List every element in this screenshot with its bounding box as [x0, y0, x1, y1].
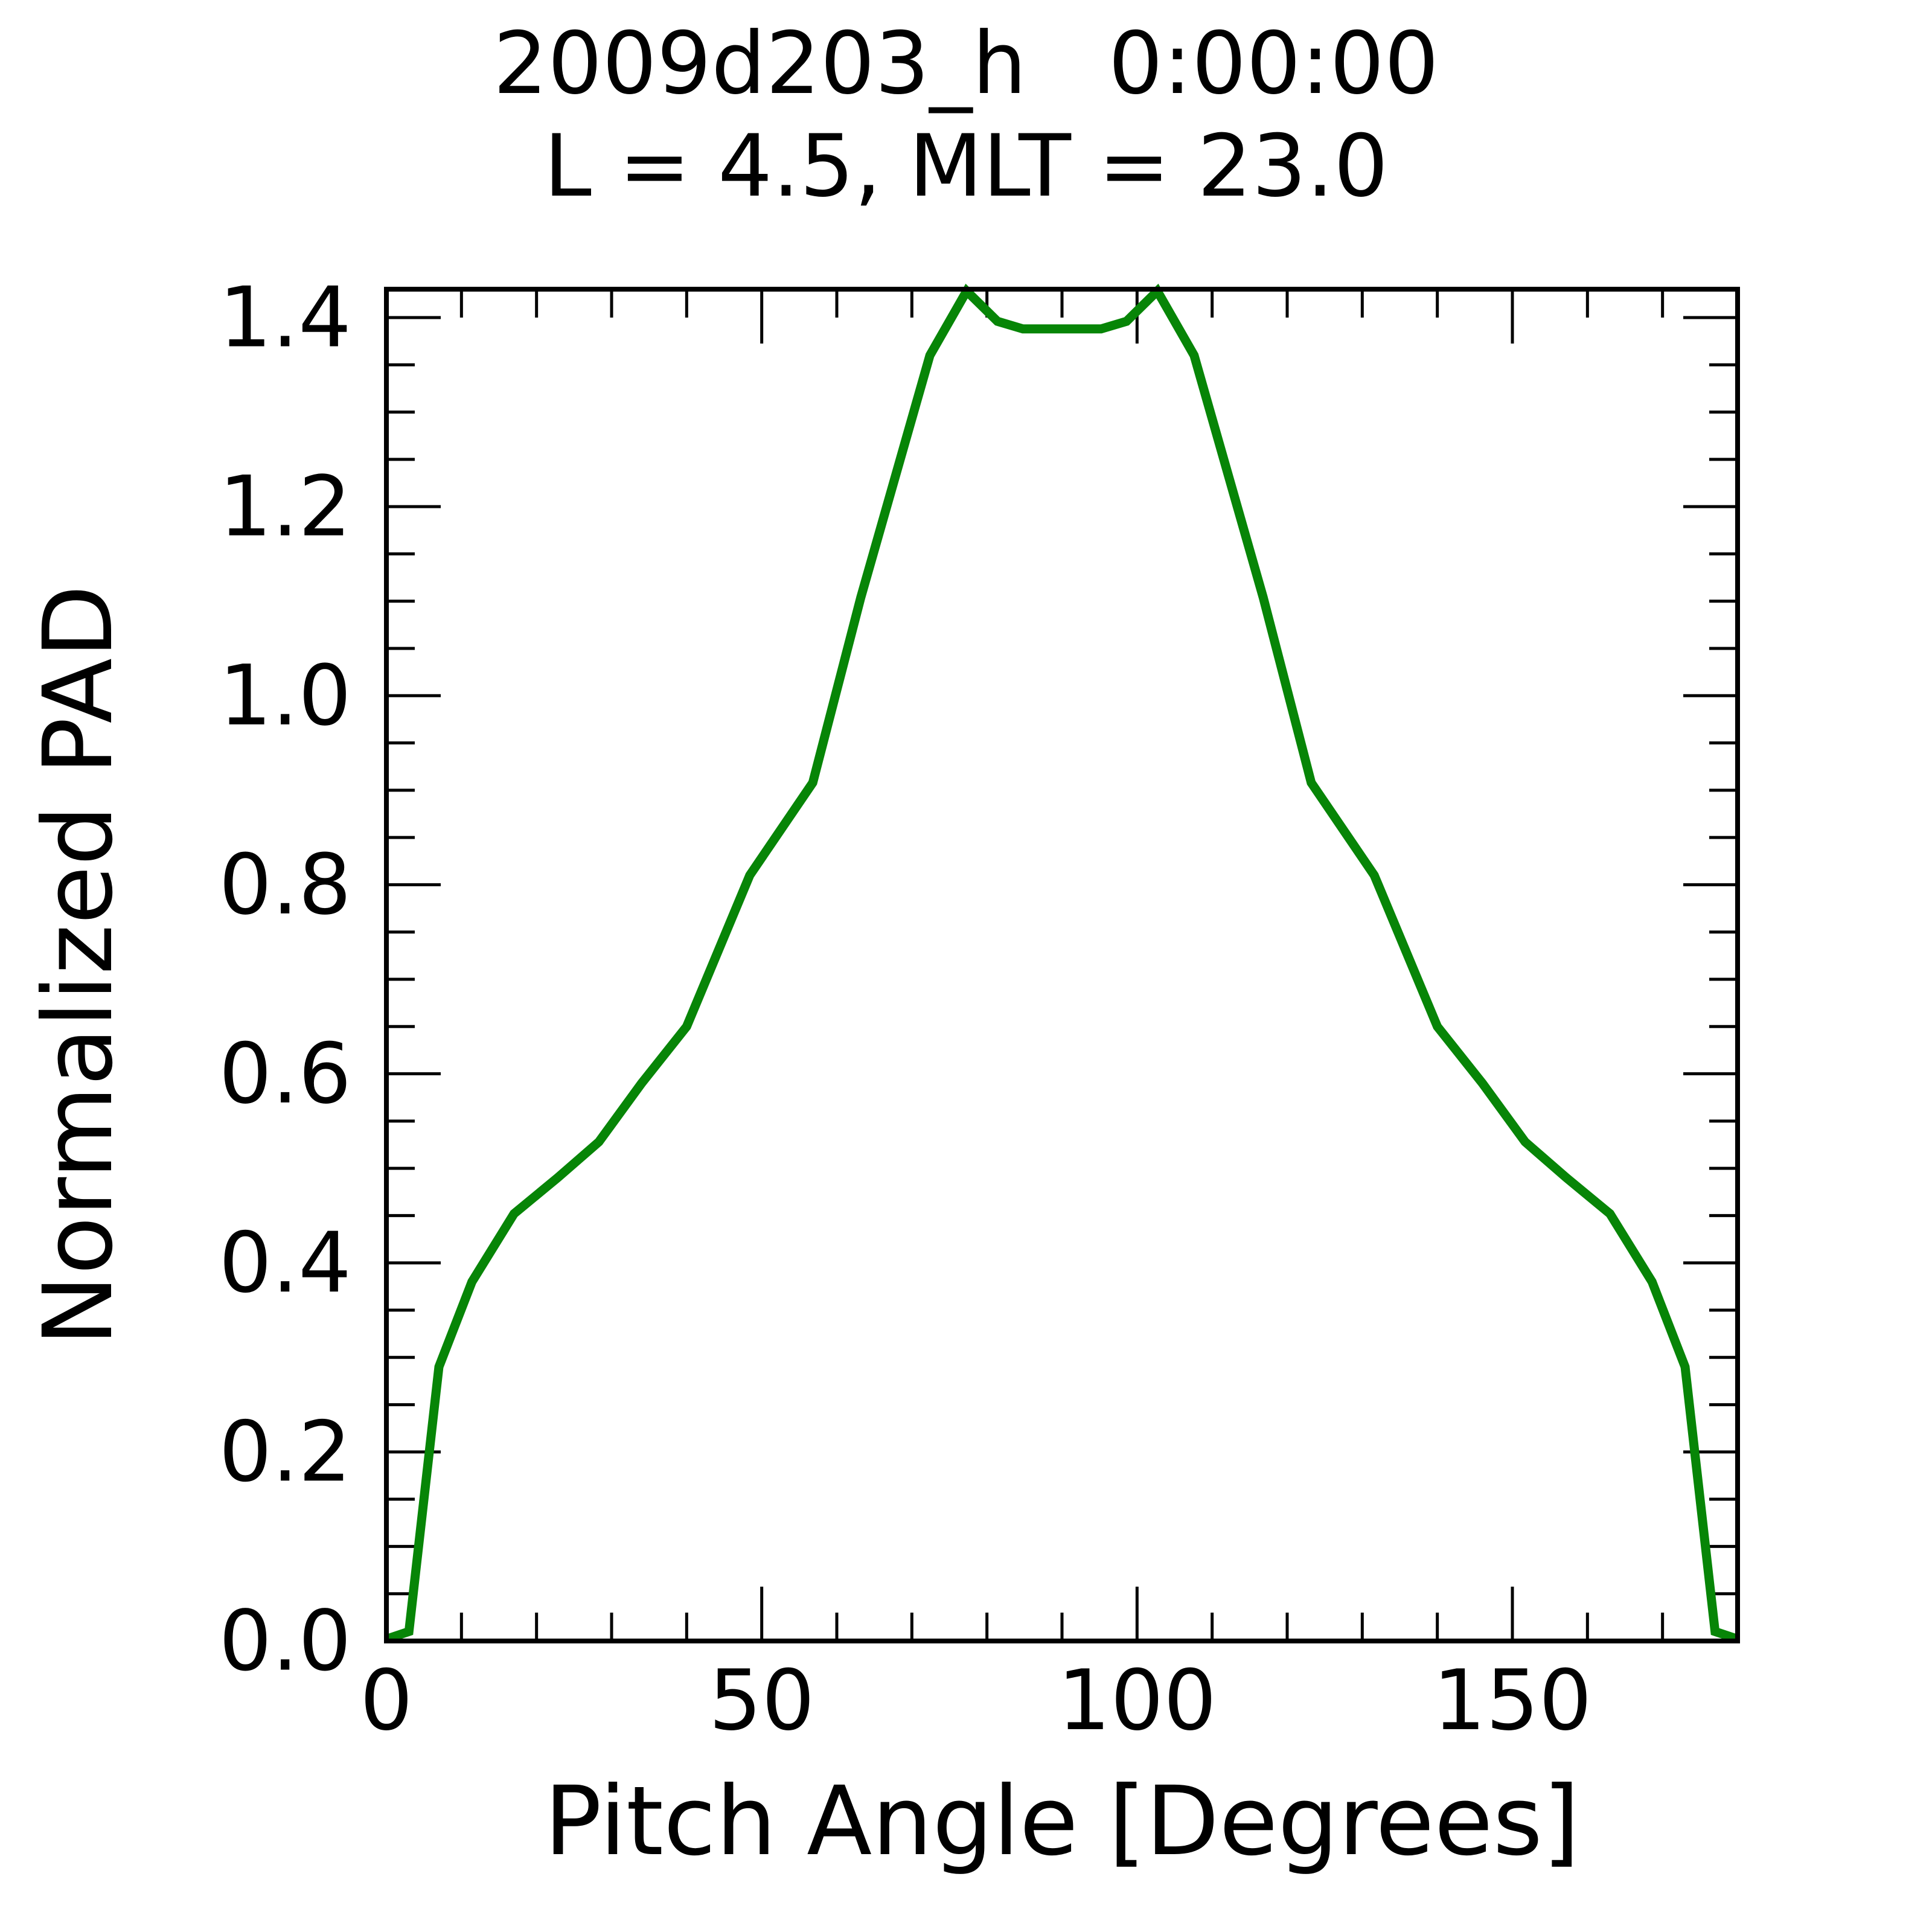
chart-subtitle: L = 4.5, MLT = 23.0	[543, 117, 1389, 216]
pad-curve	[385, 283, 1739, 1644]
y-tick-label: 0.4	[219, 1214, 351, 1311]
x-tick-label: 100	[1058, 1652, 1217, 1749]
y-tick-label: 1.4	[219, 269, 351, 366]
plot-box	[384, 287, 1740, 1643]
y-tick-label: 0.0	[219, 1593, 351, 1690]
x-axis-label: Pitch Angle [Degrees]	[544, 1766, 1580, 1877]
y-tick-label: 0.8	[219, 836, 351, 933]
y-tick-label: 0.6	[219, 1025, 351, 1122]
x-tick-label: 150	[1433, 1652, 1591, 1749]
y-tick-label: 0.2	[219, 1403, 351, 1500]
x-tick-label: 0	[360, 1652, 413, 1749]
y-tick-label: 1.2	[219, 458, 351, 555]
y-tick-label: 1.0	[219, 647, 351, 744]
x-tick-label: 50	[709, 1652, 815, 1749]
chart-title: 2009d203_h 0:00:00	[493, 14, 1439, 114]
